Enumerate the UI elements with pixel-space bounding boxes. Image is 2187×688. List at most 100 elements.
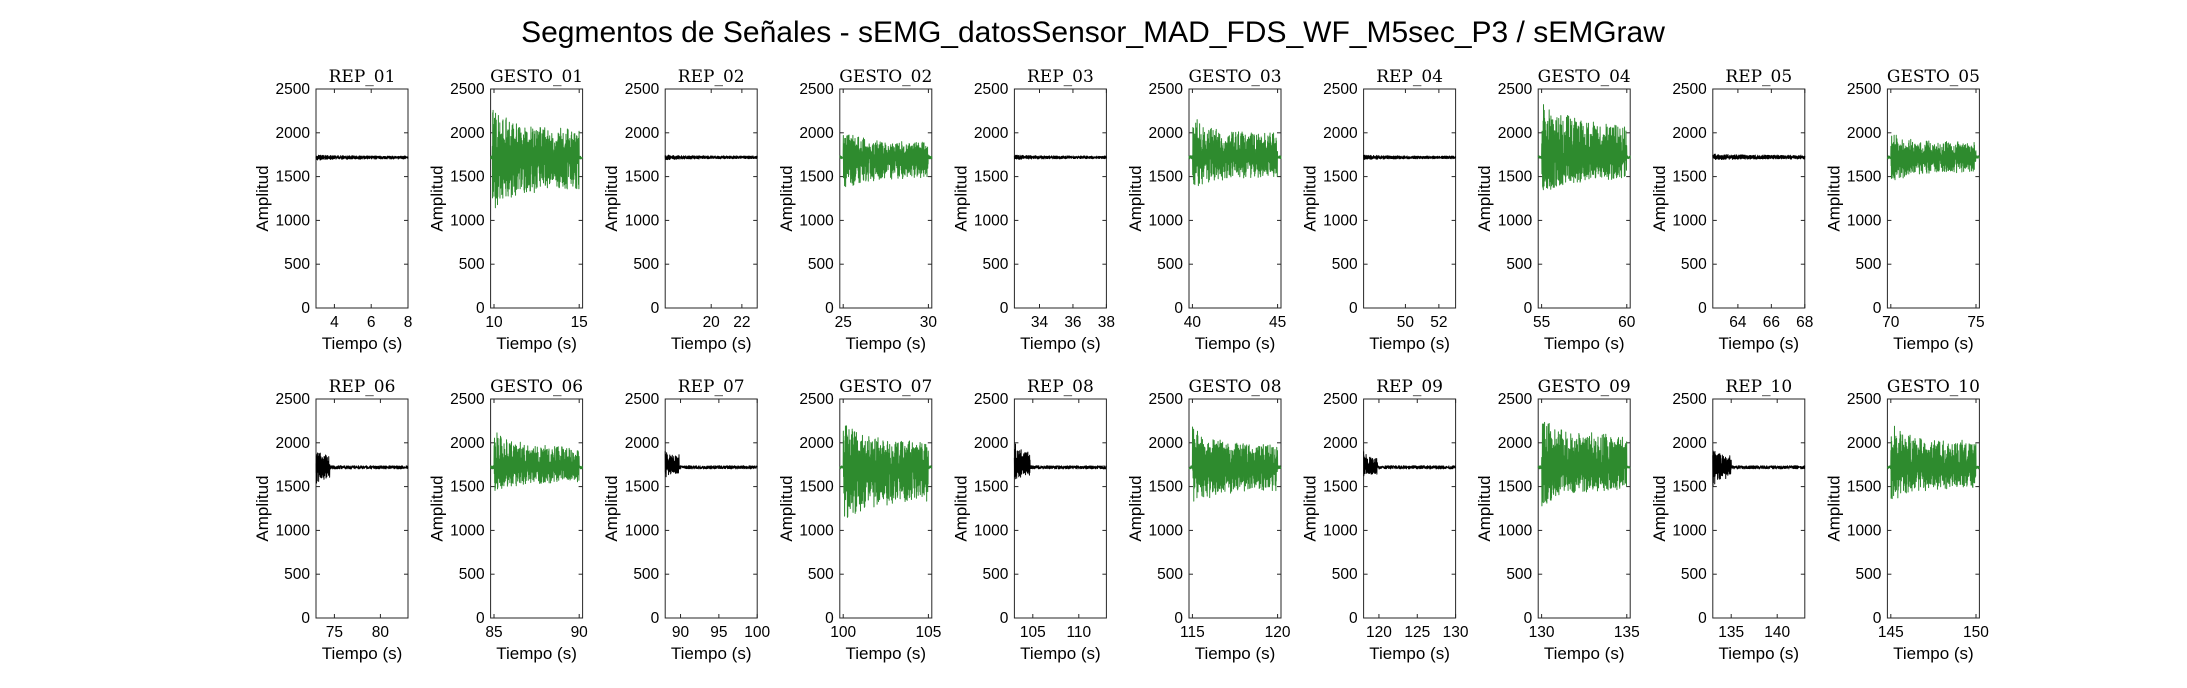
y-tick-label: 1000 [1672, 522, 1707, 539]
x-tick-label: 150 [1963, 624, 1989, 641]
y-tick-label: 2500 [1149, 81, 1184, 98]
y-axis-label: Amplitud [253, 165, 272, 231]
signal-trace [315, 154, 409, 161]
subplot-rep-03: REP_03 0 500 1000 1500 2000 2500 34 36 38 Tiempo (… [951, 67, 1115, 353]
subplot-title: REP_01 [329, 67, 396, 87]
signal-trace [490, 432, 583, 491]
y-tick-label: 1000 [974, 522, 1009, 539]
y-tick-label: 2000 [974, 125, 1009, 142]
y-axis-label: Amplitud [777, 165, 796, 231]
x-tick-label: 100 [744, 624, 770, 641]
subplot-rep-09: REP_09 0 500 1000 1500 2000 2500 120 125 130 Tiemp… [1301, 377, 1469, 663]
y-axis-label: Amplitud [253, 475, 272, 541]
x-axis-label: Tiempo (s) [845, 644, 926, 663]
y-tick-label: 0 [825, 300, 834, 317]
y-tick-label: 0 [1873, 610, 1882, 627]
subplot-gesto-03: GESTO_03 0 500 1000 1500 2000 2500 40 45 Tiempo (… [1126, 67, 1286, 353]
y-tick-label: 1000 [625, 522, 660, 539]
y-tick-label: 1500 [625, 169, 660, 186]
y-tick-label: 500 [1856, 256, 1882, 273]
signal-trace [490, 109, 584, 209]
x-axis-label: Tiempo (s) [1369, 644, 1450, 663]
subplot-title: REP_03 [1027, 67, 1094, 87]
signal-trace [1013, 443, 1107, 480]
signal-trace [1537, 421, 1631, 507]
x-axis-label: Tiempo (s) [671, 334, 752, 353]
subplot-rep-04: REP_04 0 500 1000 1500 2000 2500 50 52 Tiempo (s)… [1301, 67, 1457, 353]
y-axis-label: Amplitud [777, 475, 796, 541]
subplot-gesto-10: GESTO_10 0 500 1000 1500 2000 2500 145 150 Tiempo… [1824, 377, 1989, 663]
plot-frame [490, 398, 584, 619]
y-tick-label: 1000 [1323, 522, 1358, 539]
y-tick-label: 2000 [276, 125, 311, 142]
x-tick-label: 6 [367, 314, 376, 331]
x-axis-label: Tiempo (s) [1893, 644, 1974, 663]
y-tick-label: 1500 [799, 169, 834, 186]
x-tick-label: 130 [1443, 624, 1469, 641]
signal-trace [1363, 451, 1457, 477]
plot-frame [1363, 88, 1457, 309]
y-axis-label: Amplitud [602, 165, 621, 231]
signal-trace [1188, 426, 1282, 502]
plot-frame [1363, 398, 1457, 619]
x-tick-label: 20 [703, 314, 721, 331]
y-tick-label: 1000 [276, 212, 311, 229]
y-axis-label: Amplitud [951, 475, 970, 541]
x-axis-label: Tiempo (s) [496, 644, 577, 663]
plot-frame [839, 398, 933, 619]
subplot-title: GESTO_08 [1188, 377, 1281, 397]
plot-frame [1188, 398, 1282, 619]
y-tick-label: 1000 [625, 212, 660, 229]
y-tick-label: 2000 [1323, 125, 1358, 142]
subplot-title: REP_04 [1376, 67, 1443, 87]
y-tick-label: 1000 [450, 522, 485, 539]
x-tick-label: 75 [1967, 314, 1984, 331]
plot-frame [1188, 88, 1282, 309]
y-tick-label: 2500 [1323, 391, 1358, 408]
plot-frame [664, 88, 758, 309]
plot-frame [1013, 88, 1107, 309]
y-tick-label: 1500 [1498, 169, 1533, 186]
y-axis-label: Amplitud [1126, 165, 1145, 231]
x-tick-label: 105 [1020, 624, 1046, 641]
plot-frame [315, 88, 409, 309]
y-tick-label: 2500 [1498, 391, 1533, 408]
y-tick-label: 2500 [1847, 81, 1882, 98]
y-tick-label: 500 [1332, 566, 1358, 583]
x-tick-label: 140 [1764, 624, 1790, 641]
x-tick-label: 15 [571, 314, 588, 331]
x-tick-label: 105 [915, 624, 941, 641]
x-tick-label: 66 [1763, 314, 1780, 331]
plot-frame [1537, 398, 1631, 619]
y-tick-label: 500 [1157, 256, 1183, 273]
y-tick-label: 2000 [1149, 125, 1184, 142]
x-tick-label: 145 [1878, 624, 1904, 641]
subplot-title: REP_05 [1725, 67, 1792, 87]
x-axis-label: Tiempo (s) [1718, 334, 1799, 353]
x-tick-label: 52 [1430, 314, 1447, 331]
subplot-gesto-04: GESTO_04 0 500 1000 1500 2000 2500 55 60 Tiempo (… [1475, 67, 1636, 353]
y-tick-label: 0 [476, 300, 485, 317]
plot-frame [1013, 398, 1107, 619]
subplot-gesto-01: GESTO_01 0 500 1000 1500 2000 2500 10 15 Tiempo (… [428, 67, 588, 353]
y-tick-label: 1000 [1149, 522, 1184, 539]
signal-trace [664, 451, 758, 478]
y-tick-label: 2500 [799, 81, 834, 98]
y-tick-label: 2000 [1498, 125, 1533, 142]
x-tick-label: 22 [733, 314, 750, 331]
x-tick-label: 135 [1718, 624, 1744, 641]
subplot-title: GESTO_04 [1538, 67, 1631, 87]
y-tick-label: 1000 [799, 212, 834, 229]
y-tick-label: 0 [1174, 610, 1183, 627]
y-tick-label: 1500 [1498, 479, 1533, 496]
y-tick-label: 500 [284, 566, 310, 583]
x-tick-label: 115 [1180, 624, 1205, 641]
y-tick-label: 1000 [1149, 212, 1184, 229]
y-tick-label: 500 [983, 256, 1009, 273]
y-tick-label: 2000 [1847, 125, 1882, 142]
figure-title: Segmentos de Señales - sEMG_datosSensor_… [521, 16, 1665, 49]
x-axis-label: Tiempo (s) [1020, 334, 1101, 353]
y-tick-label: 2000 [1498, 435, 1533, 452]
y-tick-label: 500 [1506, 256, 1532, 273]
